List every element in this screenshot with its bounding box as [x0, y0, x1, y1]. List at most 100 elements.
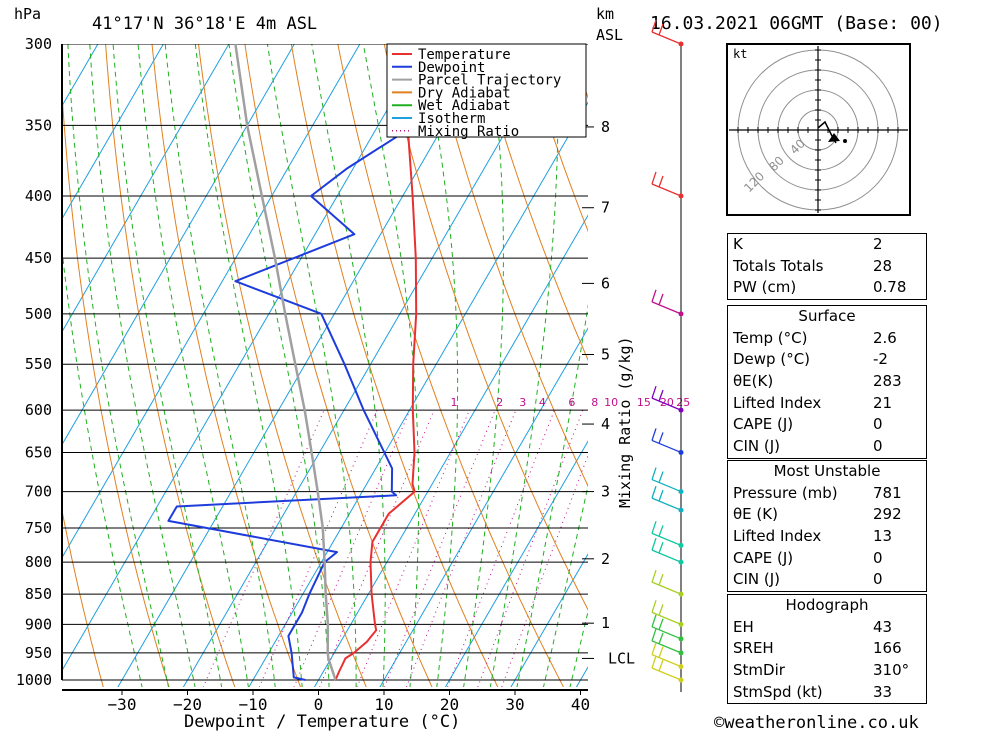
wind-barb-staff	[651, 497, 682, 511]
dry-adiabat-line	[290, 44, 499, 687]
wind-barb-dot	[678, 41, 684, 47]
wind-barb-flag	[651, 642, 657, 655]
wind-barb-dot	[678, 591, 684, 597]
mixing-ratio-line	[202, 409, 325, 687]
series-dewpoint	[167, 44, 452, 681]
table-row: CAPE (J) 0	[728, 548, 926, 570]
wet-adiabat-line	[89, 44, 196, 687]
temp-tick-label: −20	[173, 695, 202, 714]
legend-label: Dry Adiabat	[418, 85, 511, 101]
table-row: θE(K) 283	[728, 371, 926, 393]
wind-barb-staff	[651, 611, 682, 625]
temp-tick-label: 10	[374, 695, 393, 714]
mixing-ratio-label: 6	[568, 396, 575, 409]
wind-barb-flag	[658, 293, 664, 306]
isobars	[62, 44, 588, 681]
hodograph-storm-motion	[828, 133, 840, 142]
km-tick-label: 5	[601, 345, 610, 363]
mixing-ratio-label: 10	[604, 396, 618, 409]
legend-label: Parcel Trajectory	[418, 73, 561, 89]
mixing-ratio-line	[356, 410, 470, 687]
dry-adiabat-line	[430, 44, 588, 488]
legend-label: Temperature	[418, 47, 511, 63]
wind-barb-staff	[651, 532, 682, 546]
hodograph-table: Hodograph EH 43 SREH 166 StmDir 310° StmSpd (k…	[727, 594, 927, 705]
isotherm-line	[62, 44, 99, 107]
isotherm-line	[379, 327, 588, 687]
wind-barb-flag	[658, 525, 664, 537]
row-key: Pressure (mb)	[733, 483, 838, 502]
row-key: θE(K)	[733, 372, 774, 391]
pressure-unit-label: hPa	[14, 5, 41, 23]
row-value: 2	[873, 235, 883, 253]
wind-barb-flag	[651, 521, 657, 534]
wind-barb-dot	[678, 559, 684, 565]
wet-adiabat-line	[569, 609, 588, 687]
wind-barb-flag	[651, 614, 657, 628]
km-tick-label: LCL	[608, 649, 635, 667]
wind-barb-dot	[678, 507, 684, 513]
pressure-tick-label: 300	[25, 35, 52, 53]
wind-barb-dot	[678, 489, 684, 495]
wet-adiabat-line	[228, 44, 330, 687]
wind-barb-flag	[658, 604, 664, 616]
table-row: Totals Totals 28	[728, 256, 926, 278]
row-key: SREH	[733, 639, 774, 658]
wind-barb-staff	[651, 397, 682, 411]
wind-barb-flag	[658, 632, 664, 645]
table-row: Temp (°C) 2.6	[728, 328, 926, 350]
wind-barb-flag	[651, 485, 657, 499]
wind-barb-flag	[658, 573, 664, 586]
wind-barb-flag	[658, 646, 664, 658]
row-key: CAPE (J)	[733, 548, 794, 567]
wind-barb-flag	[651, 385, 657, 399]
legend-label: Isotherm	[418, 111, 485, 127]
mixing-ratio-axis-title: Mixing Ratio (g/kg)	[616, 336, 634, 508]
wind-barb-flag	[651, 289, 657, 303]
row-value: 781	[873, 483, 902, 502]
row-key: StmDir	[733, 661, 785, 680]
mixing-ratio-labels: 1 2 3 4 6 8 10 15 20 25	[450, 396, 690, 409]
temp-tick-label: 0	[314, 695, 324, 714]
isotherm-line	[62, 44, 361, 559]
wind-barb-dot	[678, 311, 684, 317]
mixing-ratio-line	[406, 410, 517, 687]
row-key: Temp (°C)	[733, 328, 808, 347]
row-key: Dewp (°C)	[733, 350, 811, 369]
row-value: 0	[873, 437, 883, 456]
pressure-tick-label: 800	[25, 553, 52, 571]
table-row: Dewp (°C) -2	[728, 349, 926, 371]
pressure-tick-label: 850	[25, 585, 52, 603]
wind-barb-flag	[658, 659, 664, 672]
wind-barb-dot	[678, 650, 684, 656]
km-tick-label: 8	[601, 118, 610, 136]
pressure-tick-label: 350	[25, 116, 52, 134]
temp-tick-label: 40	[571, 695, 590, 714]
pressure-tick-label: 700	[25, 483, 52, 501]
row-value: 21	[873, 393, 893, 412]
wet-adiabat-line	[516, 303, 588, 687]
table-row: StmSpd (kt) 33	[728, 682, 926, 704]
mixing-ratio-label: 8	[591, 396, 598, 409]
row-key: StmSpd (kt)	[733, 682, 823, 701]
row-value: 292	[873, 505, 902, 524]
row-value: 33	[873, 682, 893, 701]
indices-table: K 2 Totals Totals 28 PW (cm) 0.78	[727, 233, 927, 301]
mixing-ratio-line	[501, 453, 588, 687]
km-tick-label: 4	[601, 415, 610, 433]
row-value: 0.78	[873, 278, 907, 297]
wind-barb-staff	[651, 640, 682, 654]
row-value: 166	[873, 639, 902, 658]
wind-barb-dot	[678, 677, 684, 683]
row-value: 310°	[873, 661, 910, 680]
table-row: CIN (J) 0	[728, 436, 926, 458]
row-key: CIN (J)	[733, 570, 781, 589]
wind-barb-dot	[678, 449, 684, 455]
wet-adiabat-line	[463, 44, 504, 687]
dry-adiabat-line	[197, 44, 367, 687]
wind-barb-staff	[651, 549, 682, 563]
pressure-tick-label: 650	[25, 443, 52, 461]
mixing-ratio-label: 4	[539, 396, 546, 409]
